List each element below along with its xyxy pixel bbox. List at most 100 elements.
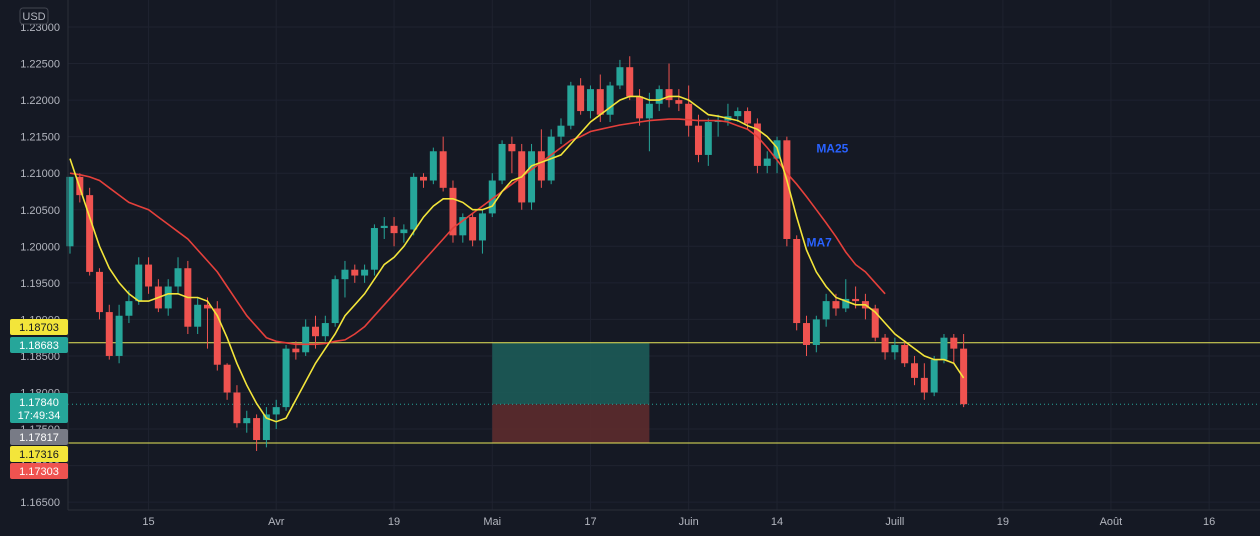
price-tag: 1.18703 bbox=[10, 319, 68, 335]
candle-body bbox=[331, 279, 339, 324]
candle-body bbox=[793, 238, 801, 324]
candle-body bbox=[164, 286, 172, 309]
y-tick-label: 1.16500 bbox=[20, 497, 60, 509]
candle-body bbox=[390, 225, 398, 234]
candle-body bbox=[233, 392, 241, 424]
y-tick-label: 1.22500 bbox=[20, 59, 60, 71]
time-axis[interactable]: 15 Avr 19 Mai 17 Juin 14 Juill 19 Août 16 bbox=[142, 516, 1215, 528]
candle-body bbox=[626, 67, 634, 97]
candle-body bbox=[292, 348, 300, 353]
candle-body bbox=[321, 323, 329, 337]
candle-body bbox=[253, 418, 261, 441]
candle-body bbox=[370, 228, 378, 270]
x-tick-label: Juill bbox=[885, 516, 904, 528]
candle-body bbox=[930, 359, 938, 393]
price-tag-label: 1.17817 bbox=[19, 432, 59, 444]
candle-body bbox=[528, 151, 536, 203]
candle-body bbox=[940, 337, 948, 360]
y-tick-label: 1.21000 bbox=[20, 168, 60, 180]
ma-labels: MA25 MA7 bbox=[807, 142, 849, 250]
candle-body bbox=[243, 418, 251, 424]
candle-body bbox=[734, 111, 742, 117]
ma-label-ma25: MA25 bbox=[816, 142, 848, 156]
x-tick-label: Août bbox=[1100, 516, 1123, 528]
candle-body bbox=[891, 344, 899, 353]
moving-averages bbox=[69, 95, 965, 423]
x-tick-label: 19 bbox=[388, 516, 400, 528]
currency-label: USD bbox=[22, 11, 45, 23]
candle-body bbox=[203, 304, 211, 309]
candle-body bbox=[302, 326, 310, 353]
candle-body bbox=[135, 264, 143, 302]
ma7-line bbox=[69, 95, 965, 423]
candle-body bbox=[66, 176, 74, 247]
candle-body bbox=[488, 180, 496, 214]
y-tick-label: 1.22000 bbox=[20, 95, 60, 107]
y-tick-label: 1.20000 bbox=[20, 241, 60, 253]
candle-body bbox=[194, 304, 202, 327]
price-tag-label: 1.17303 bbox=[19, 466, 59, 478]
candle-body bbox=[881, 337, 889, 353]
candle-body bbox=[812, 319, 820, 345]
x-tick-label: 19 bbox=[997, 516, 1009, 528]
candle-body bbox=[901, 344, 909, 364]
candle-body bbox=[753, 123, 761, 166]
candle-body bbox=[449, 187, 457, 236]
candle-body bbox=[763, 158, 771, 166]
candle-body bbox=[822, 301, 830, 320]
y-tick-label: 1.19500 bbox=[20, 278, 60, 290]
candle-body bbox=[665, 89, 673, 101]
candle-body bbox=[478, 213, 486, 241]
candle-body bbox=[400, 229, 408, 234]
y-tick-label: 1.18500 bbox=[20, 351, 60, 363]
position-zones bbox=[492, 342, 650, 443]
candle-body bbox=[341, 269, 349, 280]
candle-body bbox=[803, 323, 810, 345]
candle-body bbox=[960, 348, 968, 405]
candle-body bbox=[744, 111, 752, 124]
profit-zone bbox=[492, 342, 650, 405]
candle-body bbox=[596, 89, 604, 115]
price-tag-bg bbox=[10, 463, 68, 479]
x-tick-label: 17 bbox=[584, 516, 596, 528]
price-tag: 1.17303 bbox=[10, 463, 68, 479]
y-tick-label: 1.23000 bbox=[20, 22, 60, 34]
candle-body bbox=[842, 298, 850, 309]
price-tag-bg bbox=[10, 393, 68, 423]
price-tag-countdown: 17:49:34 bbox=[18, 410, 61, 422]
x-tick-label: Juin bbox=[679, 516, 699, 528]
currency-badge[interactable]: USD bbox=[19, 7, 49, 25]
candle-body bbox=[115, 315, 123, 356]
candle-body bbox=[410, 176, 418, 230]
candle-body bbox=[508, 143, 516, 152]
candle-body bbox=[105, 312, 113, 356]
price-tag-label: 1.17316 bbox=[19, 449, 59, 461]
x-tick-label: 16 bbox=[1203, 516, 1215, 528]
candle-body bbox=[832, 301, 840, 309]
candle-body bbox=[174, 268, 182, 287]
candle-body bbox=[616, 67, 624, 86]
candle-body bbox=[213, 308, 221, 365]
candle-body bbox=[704, 122, 712, 155]
price-tag-bg bbox=[10, 429, 68, 445]
candle-body bbox=[675, 100, 683, 104]
x-tick-label: Avr bbox=[268, 516, 285, 528]
price-tag-bg bbox=[10, 319, 68, 335]
price-axis[interactable]: 1.23000 1.22500 1.22000 1.21500 1.21000 1.205… bbox=[20, 22, 60, 509]
candle-body bbox=[606, 85, 614, 115]
price-tag-label: 1.17840 bbox=[19, 397, 59, 409]
candle-body bbox=[911, 363, 919, 378]
candle-body bbox=[645, 103, 653, 119]
candle-body bbox=[636, 96, 644, 119]
price-tag: 1.18683 bbox=[10, 337, 68, 353]
y-tick-label: 1.21500 bbox=[20, 132, 60, 144]
price-tag-label: 1.18703 bbox=[19, 322, 59, 334]
candle-body bbox=[537, 151, 545, 181]
candle-body bbox=[125, 301, 133, 316]
candle-body bbox=[783, 140, 791, 239]
candle-body bbox=[459, 217, 467, 236]
candle-body bbox=[380, 225, 388, 229]
price-tag-bg bbox=[10, 446, 68, 462]
